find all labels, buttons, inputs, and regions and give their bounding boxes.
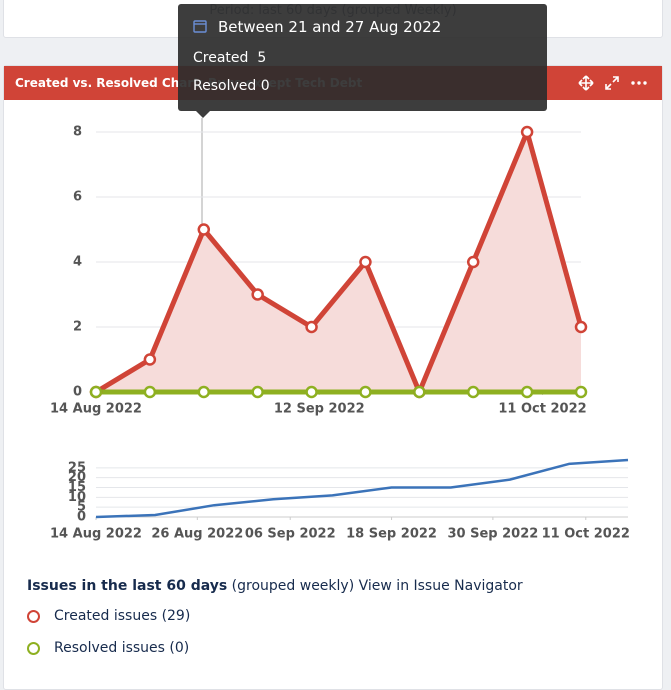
y-tick-label: 15 — [68, 480, 86, 495]
point — [197, 223, 211, 236]
x-tick-label: 18 Sep 2022 — [346, 527, 437, 542]
tooltip-value: 5 — [257, 50, 267, 66]
legend: Issues in the last 60 days (grouped week… — [27, 578, 523, 664]
y-tick-label: 4 — [73, 255, 82, 270]
point — [520, 385, 534, 399]
point — [359, 385, 372, 399]
legend-note: (grouped weekly) — [231, 578, 355, 594]
legend-label: Created issues (29) — [54, 608, 191, 624]
legend-items: Created issues (29) Resolved issues (0) — [27, 600, 523, 664]
series-line — [94, 129, 584, 395]
y-tick-label: 0 — [73, 385, 82, 400]
legend-label: Resolved issues (0) — [54, 640, 190, 656]
x-tick-label: 12 Sep 2022 — [274, 402, 365, 417]
legend-item: Resolved issues (0) — [27, 632, 523, 664]
area — [96, 132, 581, 392]
tooltip-label: Resolved — [193, 78, 257, 94]
tooltip-value: 0 — [260, 78, 270, 94]
point — [89, 385, 103, 399]
point — [574, 320, 588, 334]
gadget-icons — [578, 66, 648, 100]
point — [359, 255, 372, 269]
y-tick-label: 20 — [68, 470, 86, 485]
y-tick-label: 0 — [77, 510, 86, 525]
y-tick-label: 25 — [68, 460, 86, 475]
move-icon[interactable] — [578, 75, 594, 91]
y-tick-label: 10 — [68, 490, 86, 505]
menu-icon[interactable] — [630, 75, 648, 91]
tooltip-row: Created 5 — [193, 50, 266, 66]
y-tick-label: 2 — [73, 320, 82, 335]
legend-heading: Issues in the last 60 days — [27, 578, 228, 594]
y-tick-label: 6 — [73, 190, 82, 205]
tooltip-title: Between 21 and 27 Aug 2022 — [218, 18, 442, 36]
point — [466, 255, 480, 269]
point — [197, 385, 211, 399]
point — [305, 385, 318, 399]
series-line — [95, 458, 629, 519]
x-tick-label: 30 Sep 2022 — [447, 527, 538, 542]
point — [305, 320, 318, 334]
tooltip-label: Created — [193, 50, 249, 66]
point — [520, 125, 534, 139]
calendar-icon — [193, 20, 207, 33]
maximize-icon[interactable] — [604, 75, 620, 91]
x-tick-label: 11 Oct 2022 — [498, 402, 586, 417]
x-tick-label: 14 Aug 2022 — [50, 402, 142, 417]
point — [413, 385, 426, 399]
point — [251, 385, 264, 399]
point — [143, 385, 157, 399]
x-tick-label: 26 Aug 2022 — [151, 527, 243, 542]
x-tick-label: 06 Sep 2022 — [245, 527, 336, 542]
legend-item: Created issues (29) — [27, 600, 523, 632]
point — [143, 353, 157, 366]
point — [251, 288, 264, 301]
legend-marker — [27, 609, 40, 623]
y-tick-label: 5 — [77, 500, 86, 515]
x-tick-label: 11 Oct 2022 — [542, 527, 630, 542]
point — [574, 385, 588, 399]
y-tick-label: 8 — [73, 125, 82, 140]
tooltip: Between 21 and 27 Aug 2022 Created 5 Res… — [178, 4, 547, 118]
legend-heading-row: Issues in the last 60 days (grouped week… — [27, 578, 523, 600]
x-tick-label: 14 Aug 2022 — [50, 527, 142, 542]
navigator-link[interactable]: View in Issue Navigator — [358, 578, 523, 594]
tooltip-row: Resolved 0 — [193, 78, 270, 94]
point — [466, 385, 480, 399]
legend-marker — [27, 641, 40, 655]
